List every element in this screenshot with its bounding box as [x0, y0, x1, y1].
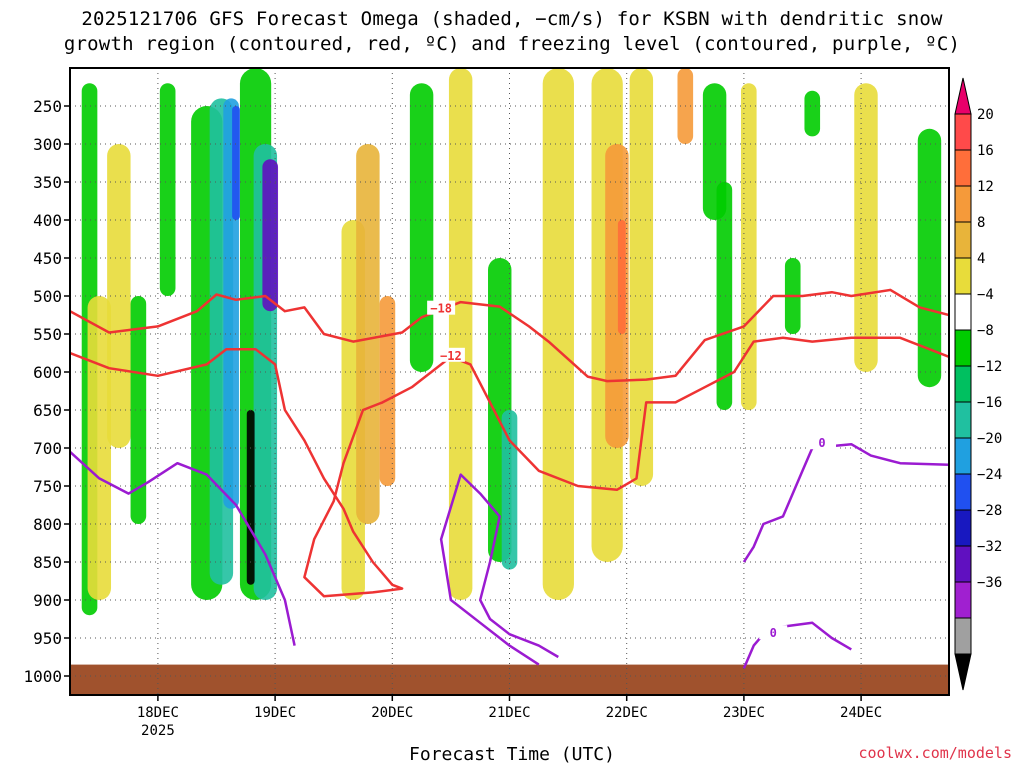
colorbar-swatch-14: [954, 581, 972, 619]
ytick-label-800: 800: [33, 515, 62, 534]
contour-label-bg-3: [759, 625, 788, 640]
colorbar-swatch-12: [954, 509, 972, 547]
colorbar-label-6: −8: [977, 323, 994, 339]
omega-shade-31: [854, 83, 878, 372]
omega-shade-8: [232, 106, 240, 220]
ytick-label-900: 900: [33, 591, 62, 610]
colorbar-swatch-11: [954, 473, 972, 511]
contour-label-bg-2: [808, 435, 837, 450]
x-axis-title: Forecast Time (UTC): [409, 744, 615, 765]
xtick-label-0: 18DEC: [137, 705, 179, 721]
ytick-label-950: 950: [33, 629, 62, 648]
xtick-label-1: 19DEC: [254, 705, 296, 721]
colorbar-triangle-top: [954, 77, 972, 115]
credit-link[interactable]: coolwx.com/models: [858, 744, 1012, 762]
colorbar-label-11: −28: [977, 503, 1002, 519]
omega-shade-11: [262, 159, 279, 312]
ytick-label-400: 400: [33, 211, 62, 230]
colorbar-swatch-1: [954, 113, 972, 151]
omega-shade-24: [629, 68, 654, 486]
colorbar-label-4: 4: [977, 251, 985, 267]
omega-shade-23: [617, 220, 626, 334]
omega-shade-22: [605, 144, 629, 448]
contour-label-bg-0: [427, 300, 456, 315]
colorbar-triangle-bottom: [954, 653, 972, 691]
ytick-label-600: 600: [33, 363, 62, 382]
ytick-label-700: 700: [33, 439, 62, 458]
contour--18C: [70, 288, 949, 383]
colorbar-swatch-8: [954, 365, 972, 403]
colorbar-label-3: 8: [977, 215, 985, 231]
contour-label--18C: −18: [430, 302, 452, 316]
colorbar-label-8: −16: [977, 395, 1002, 411]
contour-label-bg-1: [436, 347, 465, 362]
xtick-label-5: 23DEC: [723, 705, 765, 721]
omega-shade-20: [542, 68, 574, 600]
ytick-label-300: 300: [33, 135, 62, 154]
ytick-label-250: 250: [33, 97, 62, 116]
ytick-label-750: 750: [33, 477, 62, 496]
contour-0C-b: [439, 473, 559, 666]
omega-shade-28: [740, 83, 757, 410]
omega-shade-27: [716, 182, 733, 410]
contour-label-0C-b: 0: [770, 626, 777, 640]
omega-shade-15: [379, 296, 396, 486]
colorbar-label-7: −12: [977, 359, 1002, 375]
colorbar-swatch-15: [954, 617, 972, 655]
colorbar-swatch-7: [954, 329, 972, 367]
chart-title-line2: growth region (contoured, red, ºC) and f…: [63, 33, 961, 55]
omega-shade-14: [356, 144, 380, 524]
xtick-label-3: 21DEC: [488, 705, 530, 721]
contour-label--12C: −12: [440, 349, 462, 363]
contour-label-0C: 0: [818, 436, 825, 450]
omega-shade-19: [501, 410, 518, 570]
omega-shade-16: [409, 83, 434, 372]
colorbar-label-1: 16: [977, 143, 994, 159]
colorbar-label-10: −24: [977, 467, 1002, 483]
ytick-label-850: 850: [33, 553, 62, 572]
colorbar-label-13: −36: [977, 575, 1002, 591]
xtick-label-4: 22DEC: [606, 705, 648, 721]
ground-surface: [70, 664, 949, 695]
colorbar-swatch-4: [954, 221, 972, 259]
omega-shade-3: [130, 296, 147, 524]
omega-shade-4: [159, 83, 176, 296]
omega-shade-30: [804, 90, 821, 137]
omega-shade-32: [917, 128, 942, 388]
contour--12C: [70, 336, 949, 598]
chart-title-line1: 2025121706 GFS Forecast Omega (shaded, −…: [81, 8, 943, 30]
colorbar-swatch-2: [954, 149, 972, 187]
colorbar-swatch-13: [954, 545, 972, 583]
colorbar-swatch-9: [954, 401, 972, 439]
xtick-label-2: 20DEC: [371, 705, 413, 721]
omega-shade-12: [246, 410, 255, 585]
ytick-label-550: 550: [33, 325, 62, 344]
ytick-label-1000: 1000: [23, 667, 62, 686]
omega-shade-2: [107, 144, 131, 448]
ytick-label-350: 350: [33, 173, 62, 192]
contour-0C: [70, 450, 296, 646]
ytick-label-650: 650: [33, 401, 62, 420]
colorbar-swatch-6: [954, 293, 972, 331]
ytick-label-450: 450: [33, 249, 62, 268]
colorbar-label-12: −32: [977, 539, 1002, 555]
colorbar-swatch-10: [954, 437, 972, 475]
xtick-label-6: 24DEC: [840, 705, 882, 721]
colorbar-label-5: −4: [977, 287, 994, 303]
ytick-label-500: 500: [33, 287, 62, 306]
colorbar-label-2: 12: [977, 179, 994, 195]
colorbar-swatch-5: [954, 257, 972, 295]
colorbar-swatch-3: [954, 185, 972, 223]
colorbar-label-9: −20: [977, 431, 1002, 447]
colorbar-label-0: 20: [977, 107, 994, 123]
contour-0C-d: [742, 442, 949, 563]
xtick-sublabel-0: 2025: [141, 723, 175, 739]
